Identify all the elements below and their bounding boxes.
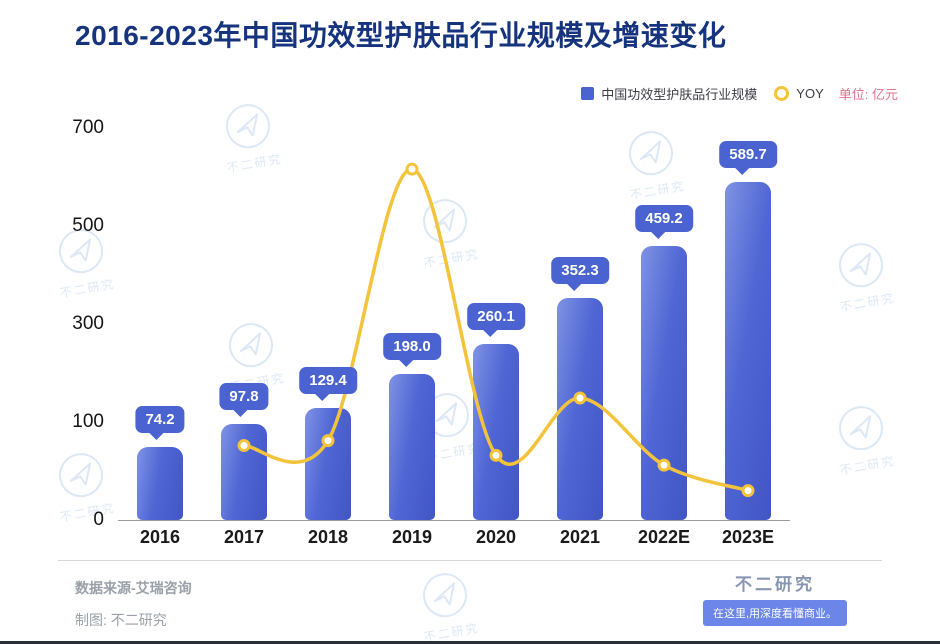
watermark: 不二研究 — [823, 236, 904, 316]
bar-series-label: 中国功效型护肤品行业规模 — [601, 87, 758, 102]
watermark: 不二研究 — [407, 566, 488, 644]
yoy-point-marker — [657, 458, 671, 472]
bar-value-label: 97.8 — [219, 383, 269, 418]
yoy-point-marker — [741, 484, 755, 498]
x-axis-label-2023E: 2023E — [721, 527, 775, 547]
x-axis-label-2020: 2020 — [475, 527, 517, 547]
watermark: 不二研究 — [823, 399, 904, 479]
x-axis-label-2018: 2018 — [307, 527, 349, 547]
bar-value-label: 260.1 — [467, 302, 525, 337]
y-axis-tick-label: 100 — [72, 411, 104, 432]
y-axis-tick-label: 500 — [72, 215, 104, 236]
yoy-point-marker — [405, 162, 419, 176]
y-axis-tick-label: 300 — [72, 313, 104, 334]
watermark-logo-icon — [839, 243, 884, 288]
bar-2019 — [389, 373, 435, 520]
bar-2023E — [725, 182, 771, 520]
bar-2016 — [137, 447, 183, 520]
x-axis-label-2019: 2019 — [391, 527, 433, 547]
bar-value-label: 198.0 — [383, 332, 441, 367]
bar-value-label: 74.2 — [135, 406, 185, 441]
bar-value-label: 459.2 — [635, 205, 693, 239]
footer-divider — [58, 560, 882, 561]
brand-tagline: 在这里,用深度看懂商业。 — [702, 600, 848, 626]
chart-credit-text: 制图: 不二研究 — [75, 612, 167, 628]
bar-2021 — [557, 298, 603, 520]
bar-value-label: 129.4 — [299, 366, 357, 401]
x-axis-label-2016: 2016 — [139, 527, 181, 547]
bottom-border — [0, 641, 940, 644]
bar-value-label: 589.7 — [719, 141, 777, 176]
bar-2022E — [641, 246, 687, 520]
yoy-line — [242, 167, 750, 493]
chart-title: 2016-2023年中国功效型护肤品行业规模及增速变化 — [75, 20, 727, 51]
x-axis: 2016 2017 2018 2019 2020 2021 2022E 2023E — [118, 527, 790, 553]
yoy-line-layer — [237, 162, 755, 498]
x-axis-label-2022E: 2022E — [637, 527, 691, 547]
y-axis: 0 100 300 500 700 — [40, 0, 104, 644]
yoy-point-marker — [573, 391, 587, 405]
data-source-text: 数据来源-艾瑞咨询 — [75, 580, 192, 596]
bars-layer — [118, 128, 790, 520]
watermark-logo-icon — [839, 406, 884, 451]
bar-label-layer: 74.2 97.8 129.4 198.0 260.1 352.3 459.2 589.7 — [118, 128, 790, 520]
bar-2018 — [305, 407, 351, 520]
yoy-point-marker — [489, 448, 503, 462]
unit-label: 单位: 亿元 — [838, 87, 898, 102]
chart-legend: 中国功效型护肤品行业规模 YOY 单位: 亿元 — [581, 84, 898, 103]
bar-value-label: 352.3 — [551, 257, 609, 292]
yoy-point-marker — [321, 434, 335, 448]
yoy-point-marker — [237, 439, 251, 453]
y-axis-tick-label: 700 — [72, 117, 104, 138]
bar-series-swatch-icon — [581, 87, 595, 100]
line-series-label: YOY — [796, 86, 824, 101]
x-axis-label-2017: 2017 — [223, 527, 265, 547]
bar-2020 — [473, 343, 519, 520]
watermark-text: 不二研究 — [838, 290, 897, 315]
line-series-marker-icon — [774, 86, 790, 101]
x-axis-label-2021: 2021 — [559, 527, 601, 547]
y-axis-tick-label: 0 — [93, 509, 104, 530]
brand-block: 不二研究 在这里,用深度看懂商业。 — [690, 570, 860, 626]
watermark-text: 不二研究 — [838, 453, 897, 478]
chart-plot-area: 74.2 97.8 129.4 198.0 260.1 352.3 459.2 589.7 — [118, 128, 790, 521]
brand-name: 不二研究 — [735, 575, 815, 594]
watermark-logo-icon — [423, 573, 468, 618]
